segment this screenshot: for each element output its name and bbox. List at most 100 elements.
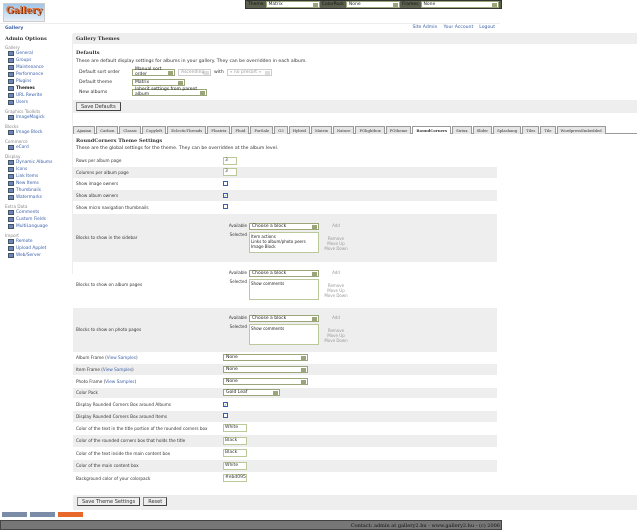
setting-input[interactable]: #ebd095 bbox=[223, 474, 247, 483]
block-select[interactable]: Choose a block bbox=[249, 269, 319, 277]
tab-siriux[interactable]: Siriux bbox=[452, 126, 472, 134]
setting-select[interactable]: Gold Leaf bbox=[223, 389, 280, 397]
sidebar-item-watermarks[interactable]: Watermarks bbox=[5, 194, 69, 201]
selected-blocks-list[interactable]: Item actions Links to album/photo peers … bbox=[249, 231, 319, 253]
default-theme-select[interactable]: Matrix bbox=[132, 78, 185, 86]
sidebar-item-users[interactable]: Users bbox=[5, 99, 69, 106]
setting-checkbox[interactable] bbox=[223, 180, 228, 186]
theme-select[interactable]: Matrix bbox=[265, 1, 320, 8]
new-albums-select[interactable]: Inherit settings from parent album bbox=[132, 87, 207, 97]
presort-select[interactable]: « no presort » bbox=[226, 68, 272, 76]
sidebar-item-multilanguage[interactable]: MultiLanguage bbox=[5, 223, 69, 230]
sidebar-item-image-block[interactable]: Image Block bbox=[5, 129, 69, 136]
badge-2[interactable] bbox=[30, 512, 55, 517]
setting-select[interactable]: None bbox=[223, 366, 308, 374]
add-button[interactable]: Add bbox=[332, 269, 340, 275]
block-down-button[interactable]: Move Down bbox=[324, 292, 348, 298]
tab-floatrix[interactable]: Floatrix bbox=[207, 126, 231, 134]
tab-slider[interactable]: Slider bbox=[472, 126, 493, 134]
sidebar-item-themes[interactable]: Themes bbox=[5, 85, 69, 92]
colorpack-select[interactable]: None bbox=[345, 1, 401, 8]
sort-order-select[interactable]: Manual sort order bbox=[132, 67, 175, 77]
tab-forsale[interactable]: ForSale bbox=[250, 126, 274, 134]
tab-matrix[interactable]: Matrix bbox=[310, 126, 332, 134]
setting-input[interactable]: White bbox=[223, 424, 247, 433]
setting-input[interactable]: White bbox=[223, 461, 247, 470]
reset-button[interactable]: Reset bbox=[143, 497, 168, 506]
frames-select[interactable]: None bbox=[420, 1, 500, 8]
add-button[interactable]: Add bbox=[332, 314, 340, 320]
sidebar-item-url-rewrite[interactable]: URL Rewrite bbox=[5, 92, 69, 99]
tab-fluid[interactable]: Fluid bbox=[231, 126, 250, 134]
breadcrumb-gallery[interactable]: Gallery bbox=[5, 26, 24, 31]
sidebar-item-link-items[interactable]: Link Items bbox=[5, 173, 69, 180]
tab-tile[interactable]: Tile bbox=[540, 126, 556, 134]
tab-classic[interactable]: Classic bbox=[119, 126, 142, 134]
setting-select[interactable]: None bbox=[223, 377, 308, 385]
top-link-logout[interactable]: Logout bbox=[479, 25, 495, 30]
block-up-button[interactable]: Move Up bbox=[327, 240, 345, 246]
sidebar-item-plugins[interactable]: Plugins bbox=[5, 78, 69, 85]
add-button[interactable]: Add bbox=[332, 222, 340, 228]
badge-1[interactable] bbox=[2, 512, 27, 517]
tab-nature[interactable]: Nature bbox=[332, 126, 355, 134]
tab-eclecticthreads[interactable]: EclecticThreads bbox=[167, 126, 207, 134]
setting-checkbox[interactable] bbox=[223, 413, 228, 419]
selected-blocks-list[interactable]: Show comments bbox=[249, 278, 319, 300]
block-select[interactable]: Choose a block bbox=[249, 314, 319, 322]
top-link-your-account[interactable]: Your Account bbox=[443, 25, 474, 30]
sidebar-item-comments[interactable]: Comments bbox=[5, 209, 69, 216]
sidebar-item-maintenance[interactable]: Maintenance bbox=[5, 64, 69, 71]
tab-pgtheme[interactable]: PGtheme bbox=[385, 126, 412, 134]
block-select[interactable]: Choose a block bbox=[249, 222, 319, 230]
tab-roundcorners[interactable]: RoundCorners bbox=[412, 126, 452, 134]
tab-splashang[interactable]: Splashang bbox=[493, 126, 522, 134]
tab-copyleft[interactable]: Copyleft bbox=[142, 126, 167, 134]
save-defaults-button[interactable]: Save Defaults bbox=[76, 102, 121, 111]
tab-hybrid[interactable]: Hybrid bbox=[288, 126, 310, 134]
sidebar-item-icons[interactable]: Icons bbox=[5, 166, 69, 173]
view-samples-link[interactable]: View Samples bbox=[106, 355, 136, 361]
sidebar-item-groups[interactable]: Groups bbox=[5, 57, 69, 64]
gallery-logo[interactable]: Gallery bbox=[3, 3, 45, 22]
sort-direction-select[interactable]: Ascending bbox=[178, 68, 211, 76]
sidebar-item-remote[interactable]: Remote bbox=[5, 238, 69, 245]
setting-input[interactable]: Black bbox=[223, 449, 247, 458]
block-remove-button[interactable]: Remove bbox=[327, 282, 345, 288]
setting-input[interactable]: Black bbox=[223, 436, 247, 445]
block-remove-button[interactable]: Remove bbox=[327, 327, 345, 333]
sidebar-item-new-items[interactable]: New Items bbox=[5, 180, 69, 187]
badge-3[interactable] bbox=[58, 512, 83, 517]
sidebar-item-ecard[interactable]: eCard bbox=[5, 144, 69, 151]
view-samples-link[interactable]: View Samples bbox=[105, 378, 135, 384]
sidebar-item-imagemagick[interactable]: ImageMagick bbox=[5, 114, 69, 121]
sidebar-item-performance[interactable]: Performance bbox=[5, 71, 69, 78]
setting-input[interactable]: 3 bbox=[223, 156, 237, 165]
sidebar-item-web-server[interactable]: Web/Server bbox=[5, 252, 69, 259]
tab-g3[interactable]: G3 bbox=[274, 126, 288, 134]
sidebar-item-thumbnails[interactable]: Thumbnails bbox=[5, 187, 69, 194]
tab-tiles[interactable]: Tiles bbox=[522, 126, 540, 134]
tab-carbon[interactable]: Carbon bbox=[96, 126, 119, 134]
block-up-button[interactable]: Move Up bbox=[327, 332, 345, 338]
tab-pglightbox[interactable]: PGlightbox bbox=[355, 126, 385, 134]
block-remove-button[interactable]: Remove bbox=[327, 235, 345, 241]
block-up-button[interactable]: Move Up bbox=[327, 287, 345, 293]
tab-ajaxian[interactable]: Ajaxian bbox=[73, 126, 96, 134]
setting-checkbox[interactable] bbox=[223, 204, 228, 210]
block-down-button[interactable]: Move Down bbox=[324, 337, 348, 343]
selected-blocks-list[interactable]: Show comments bbox=[249, 323, 319, 345]
sidebar-item-general[interactable]: General bbox=[5, 50, 69, 57]
save-theme-settings-button[interactable]: Save Theme Settings bbox=[77, 497, 141, 506]
top-link-site-admin[interactable]: Site Admin bbox=[412, 25, 438, 30]
setting-checkbox[interactable]: ✓ bbox=[223, 193, 228, 199]
block-down-button[interactable]: Move Down bbox=[324, 245, 348, 251]
view-samples-link[interactable]: View Samples bbox=[102, 367, 133, 373]
setting-checkbox[interactable]: ✓ bbox=[223, 402, 228, 408]
sidebar-item-upload-applet[interactable]: Upload Applet bbox=[5, 245, 69, 252]
sidebar-item-dynamic-albums[interactable]: Dynamic Albums bbox=[5, 159, 69, 166]
setting-input[interactable]: 3 bbox=[223, 168, 237, 177]
setting-select[interactable]: None bbox=[223, 354, 308, 362]
tab-wordpressembedded[interactable]: WordpressEmbedded bbox=[556, 126, 606, 134]
sidebar-item-custom-fields[interactable]: Custom Fields bbox=[5, 216, 69, 223]
